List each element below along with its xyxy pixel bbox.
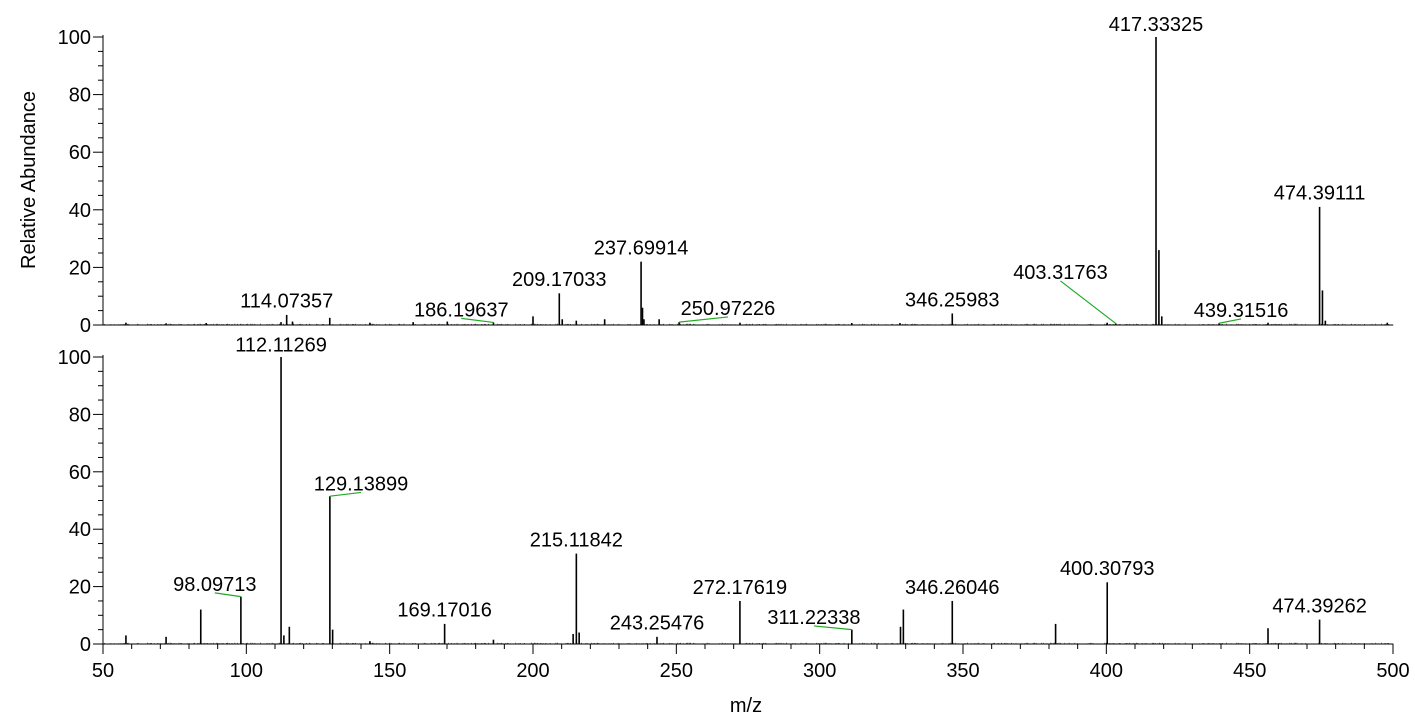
- peak-label: 243.25476: [610, 613, 705, 635]
- x-tick-label: 450: [1233, 660, 1266, 682]
- peak-label: 417.33325: [1109, 14, 1204, 36]
- y-tick-label: 100: [58, 347, 91, 369]
- y-tick-label: 80: [69, 404, 91, 426]
- peak-label: 169.17016: [397, 600, 492, 622]
- peak-label: 474.39111: [1274, 183, 1366, 205]
- peak-label: 346.25983: [905, 289, 1000, 311]
- x-axis-title: m/z: [730, 695, 762, 717]
- y-tick-label: 20: [69, 257, 91, 279]
- y-tick-label: 40: [69, 519, 91, 541]
- peak-label: 114.07357: [240, 291, 333, 313]
- x-tick-label: 400: [1090, 660, 1123, 682]
- peak-label: 209.17033: [512, 269, 607, 291]
- peak-label: 474.39262: [1272, 595, 1367, 617]
- y-tick-label: 80: [69, 85, 91, 107]
- peak-label-leader: [813, 625, 852, 631]
- peak-label-leader: [1060, 280, 1117, 325]
- peak-label: 272.17619: [693, 577, 788, 599]
- y-tick-label: 0: [80, 634, 91, 656]
- x-tick-label: 200: [516, 660, 549, 682]
- peak-label: 346.26046: [905, 577, 1000, 599]
- peak-label: 186.19637: [414, 299, 509, 321]
- peak-label: 215.11842: [530, 529, 623, 551]
- peak-label-leader: [679, 316, 728, 323]
- peak-label: 129.13899: [314, 473, 409, 495]
- x-tick-label: 350: [946, 660, 979, 682]
- x-tick-label: 50: [92, 660, 114, 682]
- y-tick-label: 20: [69, 577, 91, 599]
- x-tick-label: 500: [1376, 660, 1409, 682]
- peak-label-leader: [1218, 318, 1242, 324]
- x-tick-label: 250: [660, 660, 693, 682]
- y-tick-label: 60: [69, 462, 91, 484]
- x-tick-label: 100: [230, 660, 263, 682]
- y-axis-title: Relative Abundance: [18, 91, 40, 269]
- peak-label: 403.31763: [1013, 262, 1108, 284]
- y-tick-label: 100: [58, 27, 91, 49]
- x-tick-label: 150: [373, 660, 406, 682]
- x-tick-label: 300: [803, 660, 836, 682]
- y-tick-label: 0: [80, 315, 91, 337]
- peak-label: 250.97226: [681, 298, 776, 320]
- peak-label-leader: [329, 491, 362, 497]
- y-tick-label: 40: [69, 200, 91, 222]
- peak-label: 237.69914: [594, 237, 689, 259]
- peak-label-leader: [461, 317, 494, 324]
- peak-label: 112.11269: [235, 334, 327, 356]
- peak-label: 439.31516: [1194, 300, 1289, 322]
- bottom-spectrum-panel: 0 20 40 60 80 100 50 100 150 200 250 300 350 400 450 50…: [58, 334, 1410, 682]
- peak-label: 400.30793: [1060, 558, 1155, 580]
- y-tick-label: 60: [69, 142, 91, 164]
- peak-label: 98.09713: [173, 574, 256, 596]
- peak-label-leader: [214, 592, 241, 598]
- peak-label: 311.22338: [767, 607, 860, 629]
